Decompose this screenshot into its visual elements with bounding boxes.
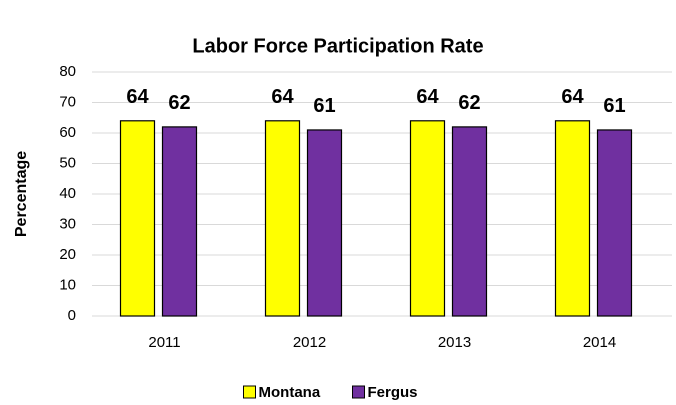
data-label: 61: [603, 95, 625, 117]
y-tick-label: 60: [59, 124, 76, 141]
y-tick-label: 50: [59, 154, 76, 171]
x-tick-label: 2012: [293, 334, 326, 351]
bar: [409, 120, 446, 317]
data-label: 64: [561, 86, 584, 108]
legend-label: Montana: [259, 384, 321, 401]
legend-swatch: [243, 385, 256, 399]
data-label: 62: [168, 92, 190, 114]
bar: [264, 120, 301, 317]
bar: [554, 120, 591, 317]
y-tick-label: 10: [59, 276, 76, 293]
data-label: 61: [313, 95, 335, 117]
data-label: 64: [126, 86, 149, 108]
y-axis-title: Percentage: [13, 151, 30, 237]
bar: [306, 129, 343, 317]
y-tick-label: 0: [68, 307, 76, 324]
x-tick-label: 2013: [438, 334, 471, 351]
y-tick-label: 30: [59, 215, 76, 232]
data-label: 64: [416, 86, 439, 108]
bar: [119, 120, 156, 317]
legend-label: Fergus: [368, 384, 418, 401]
data-label: 62: [458, 92, 480, 114]
bar: [161, 126, 198, 317]
chart-title: Labor Force Participation Rate: [192, 35, 483, 57]
x-tick-label: 2011: [148, 334, 180, 351]
data-label: 64: [271, 86, 294, 108]
legend-swatch: [352, 385, 365, 399]
y-tick-label: 70: [59, 93, 76, 110]
y-tick-label: 40: [59, 185, 76, 202]
bar: [451, 126, 488, 317]
bar: [596, 129, 633, 317]
x-tick-label: 2014: [583, 334, 616, 351]
y-tick-label: 20: [59, 246, 76, 263]
y-tick-label: 80: [59, 63, 76, 80]
